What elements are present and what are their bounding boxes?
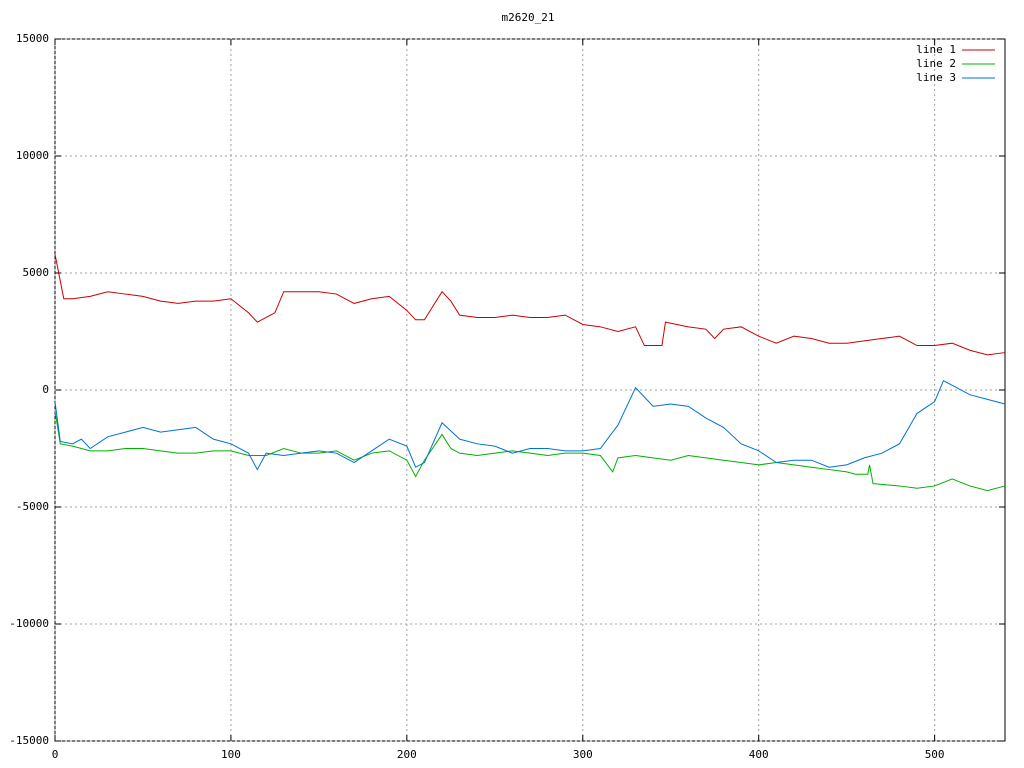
x-tick-label: 500 bbox=[925, 748, 945, 761]
x-tick-label: 100 bbox=[221, 748, 241, 761]
y-tick-label: -5000 bbox=[16, 500, 49, 513]
y-tick-label: 10000 bbox=[16, 149, 49, 162]
x-tick-label: 300 bbox=[573, 748, 593, 761]
x-tick-label: 400 bbox=[749, 748, 769, 761]
legend-label: line 2 bbox=[916, 57, 956, 70]
data-line bbox=[54, 379, 1006, 471]
y-tick-label: 0 bbox=[42, 383, 49, 396]
y-tick-label: -10000 bbox=[9, 617, 49, 630]
data-line bbox=[54, 410, 1006, 492]
y-tick-label: 5000 bbox=[23, 266, 50, 279]
legend-label: line 1 bbox=[916, 43, 956, 56]
legend-label: line 3 bbox=[916, 71, 956, 84]
y-tick-label: 15000 bbox=[16, 32, 49, 45]
data-line bbox=[54, 254, 1006, 356]
x-tick-label: 0 bbox=[52, 748, 59, 761]
y-tick-label: -15000 bbox=[9, 734, 49, 747]
x-tick-label: 200 bbox=[397, 748, 417, 761]
chart-title: m2620_21 bbox=[502, 11, 555, 24]
